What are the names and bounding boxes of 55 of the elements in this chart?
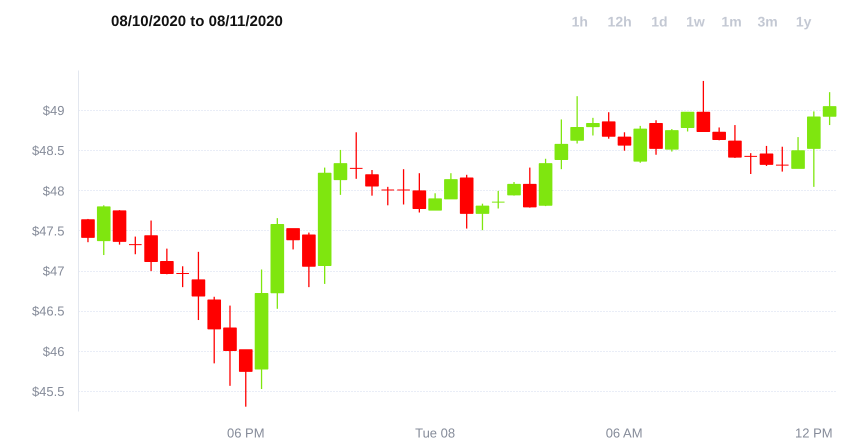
- candlestick: [712, 126, 726, 141]
- candlestick: [223, 304, 237, 386]
- y-tick-label: $47: [42, 264, 65, 279]
- text: 1d: [651, 14, 668, 30]
- y-tick-label: $47.5: [32, 223, 65, 238]
- candlestick: [696, 80, 710, 132]
- candlestick: [380, 186, 395, 206]
- candlestick: [476, 203, 490, 231]
- candlestick: [822, 92, 836, 126]
- candlestick: [286, 228, 300, 250]
- x-tick-label: 06 PM: [226, 426, 265, 440]
- candlestick: [618, 132, 632, 152]
- y-tick-label: $48: [42, 183, 65, 198]
- candlestick: [586, 117, 600, 136]
- chart-title: 08/10/2020 to 08/11/2020: [111, 13, 283, 30]
- candlestick: [192, 251, 206, 321]
- text: 1h: [572, 14, 588, 30]
- candlestick: [554, 118, 568, 170]
- candlestick: [744, 152, 758, 175]
- candlestick: [760, 145, 774, 167]
- text: 1w: [686, 14, 705, 30]
- candlestick: [238, 349, 253, 408]
- candlestick: [444, 172, 458, 200]
- candlestick: [349, 132, 364, 180]
- candlestick: [160, 248, 174, 275]
- candlestick: [428, 192, 442, 211]
- candlestick: [176, 266, 190, 288]
- y-tick-label: $48.5: [32, 143, 65, 158]
- text: 3m: [757, 14, 778, 30]
- candlestick: [334, 149, 348, 196]
- text: 1m: [721, 14, 742, 30]
- y-tick-label: $46.5: [32, 304, 65, 319]
- candlestick: [81, 218, 95, 243]
- candlestick: [507, 181, 521, 196]
- candlestick: [791, 136, 805, 170]
- candlestick: [775, 146, 790, 172]
- text: 12h: [608, 14, 632, 30]
- candlestick: [365, 169, 379, 196]
- x-tick-label: Tue 08: [415, 426, 456, 440]
- candlestick: [491, 190, 506, 210]
- x-tick-label: 12 PM: [795, 426, 833, 440]
- y-tick-label: $46: [42, 344, 65, 359]
- candlestick: [412, 172, 426, 214]
- text: 1y: [796, 14, 812, 30]
- y-tick-label: $49: [42, 103, 65, 118]
- candlestick: [522, 166, 537, 208]
- candlestick: [602, 112, 616, 140]
- candlestick: [396, 168, 410, 206]
- x-tick-label: 06 AM: [606, 426, 643, 440]
- y-tick-label: $45.5: [32, 384, 65, 399]
- candlestick: [728, 124, 742, 159]
- candlestick: [128, 236, 142, 255]
- candlestick: [570, 96, 584, 144]
- candlestick: [680, 112, 694, 132]
- candlestick: [665, 128, 679, 152]
